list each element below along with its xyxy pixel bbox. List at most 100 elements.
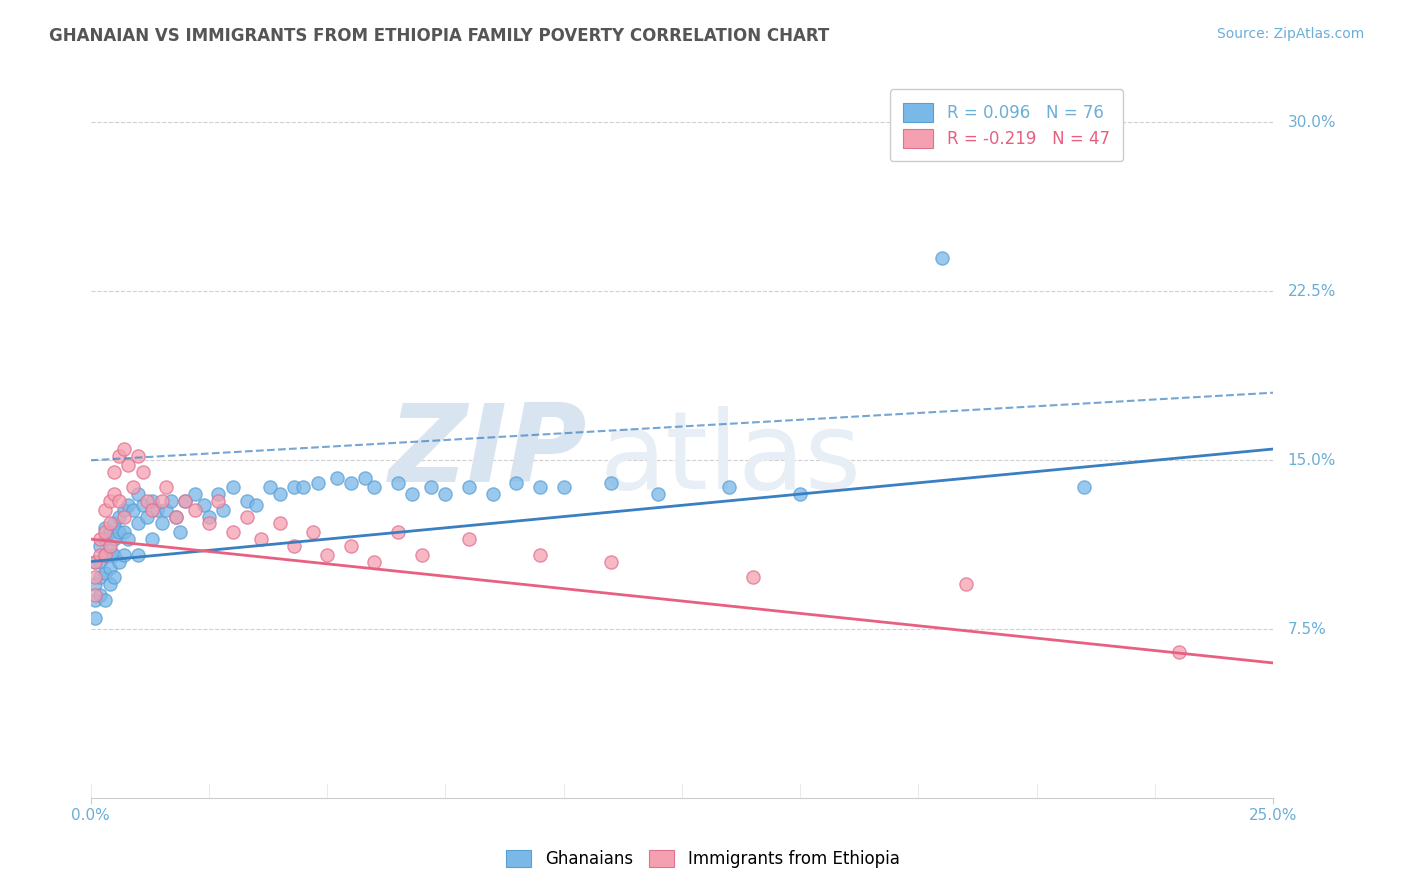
Point bbox=[84, 555, 107, 569]
Point bbox=[155, 480, 177, 494]
Point bbox=[387, 525, 409, 540]
Point bbox=[89, 532, 111, 546]
Point bbox=[283, 480, 305, 494]
Legend: R = 0.096   N = 76, R = -0.219   N = 47: R = 0.096 N = 76, R = -0.219 N = 47 bbox=[890, 89, 1123, 161]
Point bbox=[84, 555, 107, 569]
Text: 22.5%: 22.5% bbox=[1288, 284, 1336, 299]
Point bbox=[183, 487, 205, 501]
Point bbox=[98, 525, 121, 540]
Point bbox=[174, 493, 197, 508]
Point bbox=[136, 493, 159, 508]
Point bbox=[94, 525, 117, 540]
Point bbox=[94, 593, 117, 607]
Legend: Ghanaians, Immigrants from Ethiopia: Ghanaians, Immigrants from Ethiopia bbox=[499, 843, 907, 875]
Point bbox=[98, 543, 121, 558]
Point bbox=[155, 503, 177, 517]
Point bbox=[131, 465, 153, 479]
Point bbox=[117, 532, 139, 546]
Point bbox=[647, 487, 669, 501]
Point bbox=[94, 566, 117, 580]
Point bbox=[198, 516, 221, 531]
Point bbox=[183, 503, 205, 517]
Point bbox=[553, 480, 575, 494]
Point bbox=[411, 548, 433, 562]
Point bbox=[339, 539, 361, 553]
Point bbox=[108, 449, 131, 463]
Point bbox=[269, 487, 291, 501]
Point bbox=[207, 493, 229, 508]
Point bbox=[141, 493, 163, 508]
Point bbox=[212, 503, 235, 517]
Point bbox=[420, 480, 443, 494]
Point bbox=[89, 555, 111, 569]
Point bbox=[141, 503, 163, 517]
Text: 30.0%: 30.0% bbox=[1288, 115, 1336, 130]
Point bbox=[136, 509, 159, 524]
Point bbox=[84, 611, 107, 625]
Point bbox=[108, 493, 131, 508]
Point bbox=[127, 548, 149, 562]
Point bbox=[94, 548, 117, 562]
Point bbox=[98, 561, 121, 575]
Point bbox=[269, 516, 291, 531]
Point bbox=[529, 480, 551, 494]
Point bbox=[250, 532, 273, 546]
Point bbox=[108, 525, 131, 540]
Point bbox=[89, 570, 111, 584]
Point bbox=[127, 516, 149, 531]
Point bbox=[98, 516, 121, 531]
Point bbox=[401, 487, 423, 501]
Point bbox=[955, 577, 977, 591]
Point bbox=[789, 487, 811, 501]
Point bbox=[94, 521, 117, 535]
Point bbox=[127, 487, 149, 501]
Point bbox=[235, 509, 257, 524]
Point bbox=[112, 548, 135, 562]
Point bbox=[150, 516, 173, 531]
Point bbox=[108, 555, 131, 569]
Point bbox=[117, 498, 139, 512]
Point bbox=[339, 475, 361, 490]
Point bbox=[600, 555, 623, 569]
Point bbox=[325, 471, 347, 485]
Point bbox=[141, 532, 163, 546]
Point bbox=[193, 498, 215, 512]
Text: 7.5%: 7.5% bbox=[1288, 622, 1326, 637]
Point bbox=[94, 503, 117, 517]
Point bbox=[146, 503, 169, 517]
Point bbox=[307, 475, 329, 490]
Point bbox=[169, 525, 191, 540]
Point bbox=[387, 475, 409, 490]
Text: 15.0%: 15.0% bbox=[1288, 453, 1336, 467]
Text: GHANAIAN VS IMMIGRANTS FROM ETHIOPIA FAMILY POVERTY CORRELATION CHART: GHANAIAN VS IMMIGRANTS FROM ETHIOPIA FAM… bbox=[49, 27, 830, 45]
Point bbox=[84, 577, 107, 591]
Point bbox=[235, 493, 257, 508]
Text: Source: ZipAtlas.com: Source: ZipAtlas.com bbox=[1216, 27, 1364, 41]
Point bbox=[505, 475, 527, 490]
Point bbox=[89, 588, 111, 602]
Point bbox=[98, 493, 121, 508]
Point bbox=[94, 548, 117, 562]
Point bbox=[122, 503, 145, 517]
Point bbox=[600, 475, 623, 490]
Point bbox=[127, 449, 149, 463]
Point bbox=[84, 588, 107, 602]
Point bbox=[103, 516, 125, 531]
Point bbox=[103, 465, 125, 479]
Point bbox=[458, 532, 481, 546]
Point bbox=[292, 480, 315, 494]
Point bbox=[131, 498, 153, 512]
Point bbox=[245, 498, 267, 512]
Point bbox=[221, 525, 243, 540]
Point bbox=[165, 509, 187, 524]
Point bbox=[458, 480, 481, 494]
Point bbox=[112, 442, 135, 456]
Point bbox=[84, 593, 107, 607]
Point bbox=[150, 493, 173, 508]
Point bbox=[98, 577, 121, 591]
Point bbox=[103, 570, 125, 584]
Point bbox=[931, 251, 953, 265]
Point bbox=[160, 493, 183, 508]
Point bbox=[122, 480, 145, 494]
Point bbox=[103, 532, 125, 546]
